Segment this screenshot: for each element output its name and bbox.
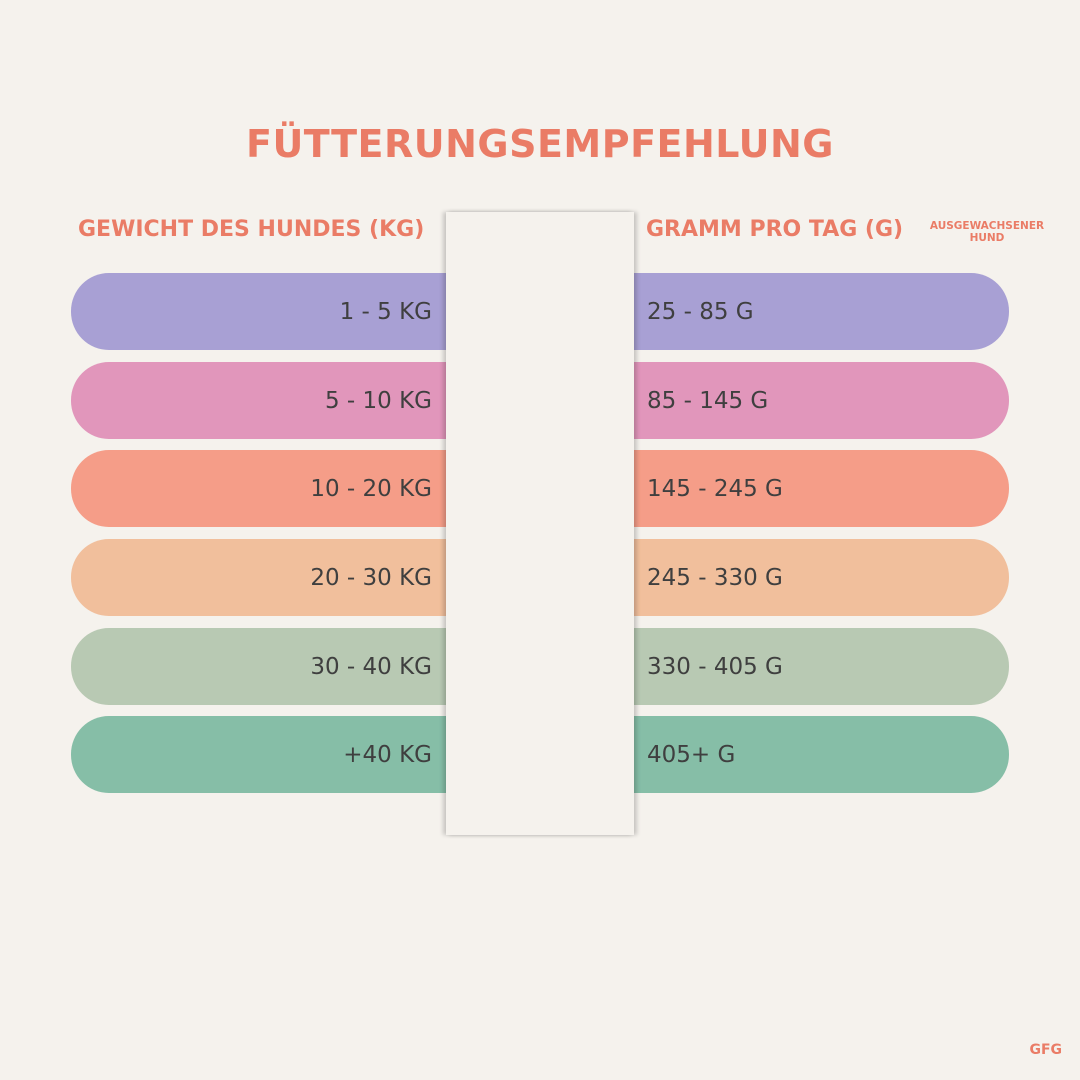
weight-column-header: GEWICHT DES HUNDES (KG) [78, 217, 425, 242]
brand-logo: GFG [1029, 1042, 1062, 1058]
weight-value: 1 - 5 KG [339, 298, 432, 325]
weight-cell: 10 - 20 KG [71, 450, 446, 527]
weight-cell: 5 - 10 KG [71, 362, 446, 439]
weight-cell: 30 - 40 KG [71, 628, 446, 705]
weight-value: +40 KG [343, 741, 432, 768]
note-line-2: HUND [969, 232, 1005, 244]
note-line-1: AUSGEWACHSENER [929, 220, 1045, 232]
grams-cell: 85 - 145 G [634, 362, 1009, 439]
weight-cell: 20 - 30 KG [71, 539, 446, 616]
weight-value: 20 - 30 KG [310, 564, 432, 591]
grams-value: 330 - 405 G [647, 653, 783, 680]
grams-value: 245 - 330 G [647, 564, 783, 591]
weight-cell: +40 KG [71, 716, 446, 793]
weight-value: 10 - 20 KG [310, 475, 432, 502]
adult-dog-note: AUSGEWACHSENER HUND [922, 220, 1052, 244]
grams-value: 405+ G [647, 741, 736, 768]
page-title: FÜTTERUNGSEMPFEHLUNG [245, 122, 834, 166]
grams-cell: 245 - 330 G [634, 539, 1009, 616]
grams-value: 25 - 85 G [647, 298, 754, 325]
grams-cell: 405+ G [634, 716, 1009, 793]
weight-value: 30 - 40 KG [310, 653, 432, 680]
weight-cell: 1 - 5 KG [71, 273, 446, 350]
grams-cell: 25 - 85 G [634, 273, 1009, 350]
grams-value: 145 - 245 G [647, 475, 783, 502]
grams-cell: 145 - 245 G [634, 450, 1009, 527]
weight-value: 5 - 10 KG [324, 387, 432, 414]
grams-cell: 330 - 405 G [634, 628, 1009, 705]
grams-column-header: GRAMM PRO TAG (G) [646, 217, 904, 242]
center-divider-panel [446, 212, 634, 835]
grams-value: 85 - 145 G [647, 387, 769, 414]
